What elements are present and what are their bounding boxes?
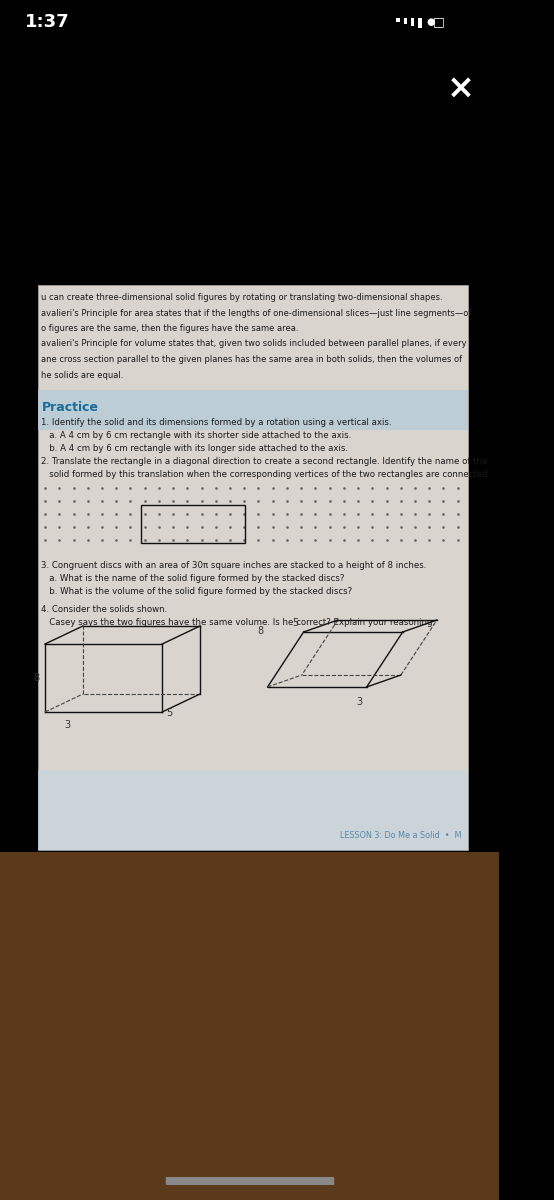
Text: u can create three-dimensional solid figures by rotating or translating two-dime: u can create three-dimensional solid fig… [40,293,442,302]
Bar [141,505,245,542]
Text: 1:37: 1:37 [25,13,70,31]
Bar [397,18,400,22]
Text: 3. Congruent discs with an area of 30π square inches are stacked to a height of : 3. Congruent discs with an area of 30π s… [40,560,426,570]
Text: b. A 4 cm by 6 cm rectangle with its longer side attached to the axis.: b. A 4 cm by 6 cm rectangle with its lon… [40,444,347,452]
Text: 5: 5 [292,618,298,628]
Text: solid formed by this translation when the corresponding vertices of the two rect: solid formed by this translation when th… [40,470,490,479]
Text: ×: × [447,72,475,104]
Text: 8: 8 [33,673,40,683]
Text: he solids are equal.: he solids are equal. [40,371,123,379]
Text: 3: 3 [64,720,70,730]
Bar [404,18,407,24]
FancyBboxPatch shape [166,1177,334,1186]
Text: o figures are the same, then the figures have the same area.: o figures are the same, then the figures… [40,324,298,332]
Text: 8: 8 [258,625,264,636]
Text: a. What is the name of the solid figure formed by the stacked discs?: a. What is the name of the solid figure … [40,574,344,583]
Bar [38,390,469,430]
Text: ●: ● [427,17,435,26]
Bar [0,852,499,1200]
Text: a. A 4 cm by 6 cm rectangle with its shorter side attached to the axis.: a. A 4 cm by 6 cm rectangle with its sho… [40,431,351,440]
Text: 2. Translate the rectangle in a diagonal direction to create a second rectangle.: 2. Translate the rectangle in a diagonal… [40,457,487,466]
Text: b. What is the volume of the solid figure formed by the stacked discs?: b. What is the volume of the solid figur… [40,587,352,596]
Bar [38,770,469,850]
Text: ane cross section parallel to the given planes has the same area in both solids,: ane cross section parallel to the given … [40,355,461,364]
Text: Casey says the two figures have the same volume. Is he correct? Explain your rea: Casey says the two figures have the same… [40,618,435,626]
Text: avalieri's Principle for volume states that, given two solids included between p: avalieri's Principle for volume states t… [40,340,466,348]
Text: 4. Consider the solids shown.: 4. Consider the solids shown. [40,605,167,614]
Bar [38,284,469,850]
Bar [411,18,414,26]
Text: 3: 3 [356,697,362,707]
Text: avalieri's Principle for area states that if the lengths of one-dimensional slic: avalieri's Principle for area states tha… [40,308,471,318]
Text: LESSON 3: Do Me a Solid  •  M: LESSON 3: Do Me a Solid • M [340,830,461,840]
Bar [418,18,422,28]
Text: 1. Identify the solid and its dimensions formed by a rotation using a vertical a: 1. Identify the solid and its dimensions… [40,418,391,427]
Text: 5: 5 [166,708,172,718]
Text: □: □ [433,16,445,29]
Text: Practice: Practice [42,401,99,414]
